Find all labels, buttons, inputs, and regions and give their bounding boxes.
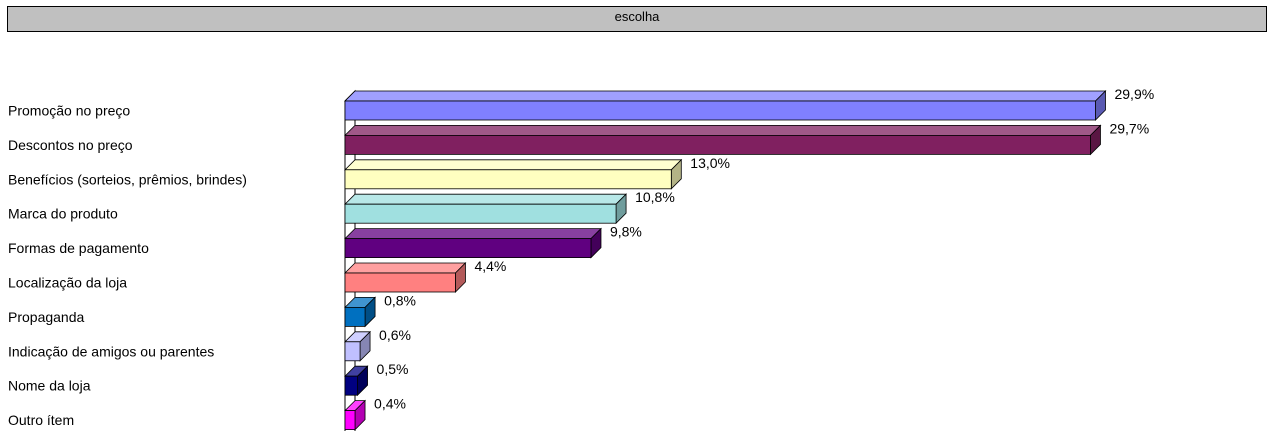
- category-label: Nome da loja: [8, 378, 91, 394]
- bar-front-face: [344, 375, 358, 396]
- bar-top-face: [344, 125, 1102, 136]
- bar-front-face: [344, 272, 456, 293]
- bar-front-face: [344, 134, 1091, 155]
- bar-top-face: [344, 262, 467, 274]
- category-label: Benefícios (sorteios, prêmios, brindes): [8, 171, 247, 187]
- value-label: 13,0%: [690, 155, 730, 171]
- bar: [344, 90, 1107, 121]
- bar-front-face: [344, 169, 672, 190]
- bar-front-face: [344, 341, 361, 362]
- bar: [344, 227, 602, 259]
- value-label: 29,9%: [1114, 86, 1154, 102]
- bar-front-face: [344, 238, 592, 259]
- labels-group: Promoção no preço 29,9% Descontos no preço…: [8, 86, 1154, 428]
- bar: [344, 365, 369, 397]
- chart-header-bar: escolha: [7, 6, 1267, 32]
- value-label: 0,6%: [379, 327, 411, 343]
- value-label: 10,8%: [635, 189, 675, 205]
- category-label: Formas de pagamento: [8, 240, 149, 256]
- bar: [344, 124, 1102, 156]
- bar-top-face: [344, 228, 602, 240]
- bar-top-face: [344, 193, 628, 205]
- value-label: 0,8%: [384, 292, 416, 308]
- bar-front-face: [344, 306, 366, 327]
- bar: [344, 193, 628, 225]
- bar-top-face: [344, 90, 1107, 102]
- category-label: Descontos no preço: [8, 137, 133, 153]
- category-label: Marca do produto: [8, 206, 118, 222]
- category-label: Promoção no preço: [8, 103, 130, 119]
- bar: [344, 330, 372, 362]
- bar-front-face: [344, 100, 1096, 121]
- value-label: 9,8%: [610, 224, 642, 240]
- value-label: 4,4%: [474, 258, 506, 274]
- bar-front-face: [344, 203, 617, 224]
- category-label: Outro ítem: [8, 412, 74, 428]
- bars-group: [344, 90, 1107, 431]
- bar: [344, 262, 467, 293]
- value-label: 0,4%: [374, 396, 406, 412]
- bar-front-face: [344, 410, 356, 431]
- category-label: Localização da loja: [8, 275, 127, 291]
- bar: [344, 296, 377, 328]
- bar: [344, 399, 367, 431]
- bar: [344, 158, 683, 190]
- bar-top-face: [344, 159, 683, 171]
- value-label: 0,5%: [377, 361, 409, 377]
- chart-header-label: escolha: [614, 9, 660, 24]
- value-label: 29,7%: [1109, 120, 1149, 136]
- category-label: Indicação de amigos ou parentes: [8, 343, 214, 359]
- category-label: Propaganda: [8, 309, 85, 325]
